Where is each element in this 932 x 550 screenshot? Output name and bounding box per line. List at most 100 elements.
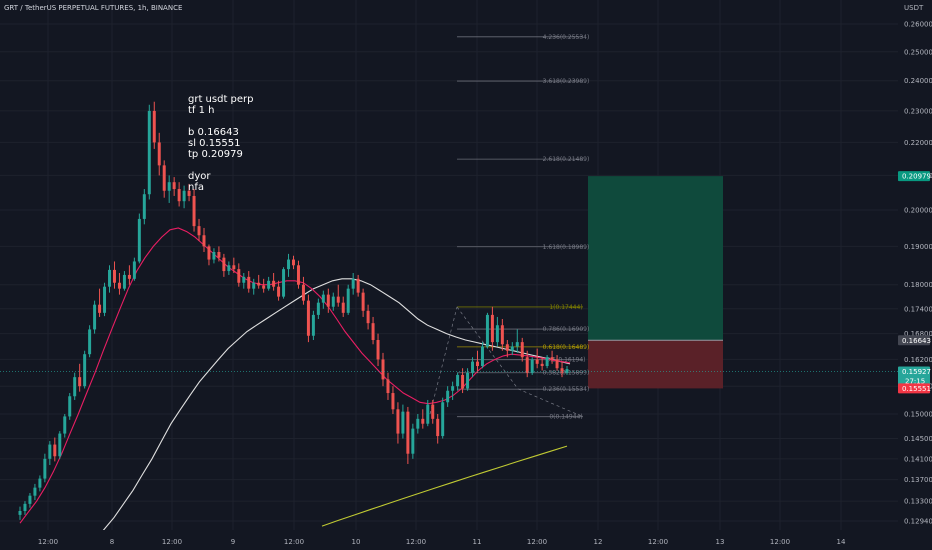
fib-trend-line bbox=[456, 306, 519, 390]
candle-body bbox=[311, 314, 315, 336]
x-tick-label: 12:00 bbox=[38, 538, 58, 546]
candle-body bbox=[232, 265, 236, 270]
candle-body bbox=[187, 190, 191, 196]
candle-body bbox=[162, 165, 166, 191]
x-tick-label: 9 bbox=[231, 538, 235, 546]
candle-body bbox=[376, 339, 380, 360]
y-tick-label: 0.26000 bbox=[904, 21, 932, 29]
candle-body bbox=[282, 269, 286, 297]
candle-body bbox=[510, 346, 514, 351]
candle-body bbox=[515, 342, 519, 347]
price-tag-label: 0.15551 bbox=[902, 385, 931, 393]
x-tick-label: 10 bbox=[352, 538, 361, 546]
note-line: tf 1 h bbox=[188, 105, 215, 116]
note-line bbox=[188, 116, 254, 127]
candle-body bbox=[48, 444, 52, 459]
candle-body bbox=[28, 495, 32, 504]
x-tick-label: 12:00 bbox=[162, 538, 182, 546]
candle-body bbox=[565, 369, 569, 373]
candle-body bbox=[202, 235, 206, 247]
candle-body bbox=[277, 286, 281, 297]
candle-body bbox=[495, 325, 499, 343]
candle-body bbox=[451, 386, 455, 391]
x-tick-label: 12:00 bbox=[527, 538, 547, 546]
candle-body bbox=[53, 444, 57, 457]
countdown-label: 27:15 bbox=[905, 377, 925, 385]
candle-body bbox=[475, 361, 479, 367]
ma-long-line bbox=[321, 445, 568, 527]
candle-body bbox=[257, 282, 261, 286]
candle-body bbox=[103, 286, 107, 313]
x-tick-label: 13 bbox=[716, 538, 725, 546]
fib-level-label: 0.382(0.15899) bbox=[543, 370, 590, 377]
y-tick-label: 0.13300 bbox=[904, 498, 932, 506]
y-tick-label: 0.17400 bbox=[904, 305, 932, 313]
candle-body bbox=[456, 374, 460, 387]
fib-level-label: 2.618(0.21489) bbox=[543, 156, 590, 163]
candle-body bbox=[316, 302, 320, 315]
currency-label: USDT bbox=[904, 4, 924, 12]
time-axis bbox=[0, 530, 932, 550]
candle-body bbox=[237, 269, 241, 283]
candle-body bbox=[411, 428, 415, 454]
candle-body bbox=[341, 302, 345, 313]
candle-body bbox=[321, 294, 325, 303]
candle-body bbox=[252, 282, 256, 289]
candle-body bbox=[331, 296, 335, 307]
y-tick-label: 0.22000 bbox=[904, 139, 932, 147]
candle-body bbox=[112, 269, 116, 283]
candle-body bbox=[555, 359, 559, 369]
candle-body bbox=[485, 314, 489, 347]
candle-body bbox=[58, 433, 62, 457]
candle-body bbox=[401, 411, 405, 434]
note-line: nfa bbox=[188, 182, 204, 193]
candle-body bbox=[33, 487, 37, 496]
candle-body bbox=[525, 357, 529, 373]
candle-body bbox=[147, 110, 151, 195]
candle-body bbox=[426, 404, 430, 424]
note-line: tp 0.20979 bbox=[188, 149, 243, 160]
candle-body bbox=[43, 458, 47, 479]
candle-body bbox=[63, 416, 67, 434]
fib-level-label: 0.618(0.16489) bbox=[543, 344, 590, 351]
candle-body bbox=[167, 182, 171, 191]
candle-body bbox=[172, 182, 176, 190]
y-tick-label: 0.12940 bbox=[904, 518, 932, 526]
candle-body bbox=[272, 280, 276, 287]
price-tag-label: 0.15927 bbox=[902, 368, 931, 376]
y-tick-label: 0.14100 bbox=[904, 455, 932, 463]
stop-loss-zone bbox=[588, 340, 723, 389]
fib-level-label: 0.786(0.16909) bbox=[543, 326, 590, 333]
candle-body bbox=[127, 274, 131, 279]
candle-body bbox=[381, 359, 385, 380]
candle-body bbox=[242, 276, 246, 283]
candle-body bbox=[287, 259, 291, 270]
candle-body bbox=[471, 361, 475, 373]
candle-body bbox=[530, 359, 534, 373]
note-line bbox=[188, 160, 254, 171]
candle-body bbox=[88, 329, 92, 355]
y-tick-label: 0.25000 bbox=[904, 48, 932, 56]
candle-body bbox=[361, 292, 365, 311]
candle-body bbox=[306, 300, 310, 336]
candle-body bbox=[391, 393, 395, 410]
candle-body bbox=[396, 409, 400, 434]
fib-level-label: 1(0.17444) bbox=[549, 304, 582, 311]
price-tag-label: 0.16643 bbox=[902, 337, 931, 345]
candle-body bbox=[406, 411, 410, 454]
candle-body bbox=[192, 195, 196, 227]
fib-trend-line bbox=[429, 306, 458, 415]
x-tick-label: 12:00 bbox=[406, 538, 426, 546]
candle-body bbox=[18, 510, 22, 515]
trade-note[interactable]: grt usdt perp tf 1 h b 0.16643 sl 0.1555… bbox=[188, 94, 254, 193]
candle-body bbox=[132, 261, 136, 279]
candle-body bbox=[142, 194, 146, 219]
candle-body bbox=[560, 368, 564, 373]
price-tag bbox=[898, 171, 930, 182]
candle-body bbox=[446, 390, 450, 403]
note-line: grt usdt perp bbox=[188, 94, 254, 105]
candle-body bbox=[505, 344, 509, 351]
candle-body bbox=[550, 357, 554, 360]
candle-body bbox=[122, 274, 126, 289]
